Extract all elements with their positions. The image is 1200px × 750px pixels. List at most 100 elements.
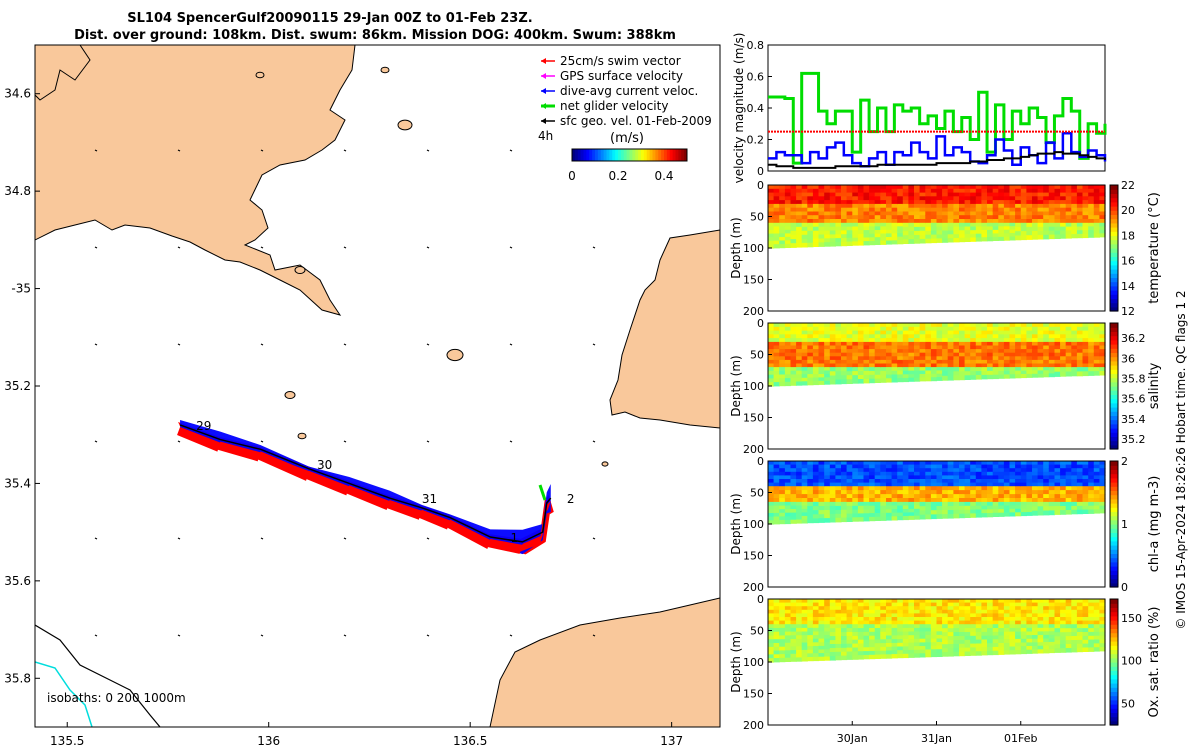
section-cell: [959, 230, 966, 235]
section-cell: [790, 650, 797, 655]
colorbar-segment: [1110, 306, 1118, 312]
section-cell: [908, 479, 915, 484]
section-cell: [970, 651, 977, 656]
section-cell: [835, 464, 842, 469]
section-cell: [1099, 482, 1106, 487]
section-cell: [796, 200, 803, 205]
section-cell: [1032, 231, 1039, 236]
section-cell: [869, 468, 876, 473]
section-cell: [773, 370, 780, 376]
section-cell: [930, 211, 938, 216]
section-cell: [801, 512, 808, 517]
section-cell: [812, 188, 820, 194]
section-cell: [1088, 509, 1095, 514]
section-cell: [975, 617, 982, 622]
section-cell: [1054, 203, 1061, 209]
section-cell: [925, 363, 932, 368]
colorbar-frame: [1109, 598, 1119, 726]
section-cell: [1043, 330, 1050, 335]
section-cell: [964, 628, 971, 633]
section-cell: [902, 326, 909, 332]
section-cell: [824, 185, 831, 190]
section-cell: [953, 464, 960, 469]
section-cell: [768, 479, 775, 484]
section-cell: [801, 653, 808, 658]
section-cell: [846, 359, 853, 365]
section-cell: [779, 334, 786, 339]
section-cell: [846, 196, 853, 201]
section-cell: [835, 363, 842, 368]
section-cell: [1099, 609, 1106, 614]
section-cell: [930, 624, 938, 629]
section-cell: [1015, 203, 1022, 209]
section-cell: [925, 464, 932, 469]
section-cell: [1037, 501, 1044, 507]
section-cell: [953, 490, 960, 495]
section-cell: [824, 617, 831, 622]
section-cell: [1015, 359, 1022, 365]
section-cell: [1003, 609, 1011, 614]
section-cell: [975, 501, 982, 507]
section-cell: [812, 518, 820, 524]
section-cell: [807, 609, 814, 614]
section-cell: [930, 359, 938, 365]
section-cell: [914, 501, 921, 506]
section-cell: [784, 207, 792, 213]
section-cell: [1015, 490, 1022, 495]
section-cell: [1037, 475, 1044, 480]
section-cell: [824, 638, 831, 643]
section-cell: [807, 326, 814, 332]
section-cell: [987, 617, 994, 622]
section-cell: [987, 635, 994, 640]
section-cell: [1020, 326, 1027, 332]
section-cell: [897, 240, 904, 245]
section-cell: [998, 370, 1005, 376]
section-cell: [936, 234, 943, 239]
section-cell: [1082, 215, 1089, 220]
section-cell: [1060, 471, 1067, 476]
section-cell: [925, 359, 932, 365]
section-cell: [801, 486, 808, 491]
section-cell: [779, 229, 786, 234]
section-cell: [947, 334, 954, 339]
section-cell: [773, 226, 780, 231]
section-cell: [1048, 606, 1055, 611]
section-cell: [936, 352, 943, 357]
section-cell: [998, 229, 1005, 234]
section-cell: [818, 613, 825, 618]
section-cell: [857, 185, 865, 190]
section-cell: [970, 494, 977, 499]
section-cell: [914, 617, 921, 622]
section-cell: [857, 233, 865, 239]
section-cell: [784, 330, 792, 335]
section-cell: [998, 341, 1005, 347]
sfc-geo-vector: [509, 440, 513, 443]
section-cell: [914, 359, 921, 365]
section-cell: [818, 334, 825, 339]
legend-label: 25cm/s swim vector: [560, 54, 681, 68]
section-cell: [824, 230, 831, 236]
section-cell: [970, 323, 977, 328]
section-cell: [1043, 498, 1050, 503]
section-cell: [818, 230, 825, 236]
section-cell: [942, 371, 949, 377]
section-cell: [824, 338, 831, 343]
section-cell: [835, 326, 842, 332]
sfc-geo-vector: [343, 149, 347, 152]
section-cell: [863, 654, 870, 660]
section-cell: [1037, 494, 1044, 499]
section-cell: [829, 345, 836, 350]
sfc-geo-vector: [426, 440, 430, 443]
section-cell: [964, 334, 971, 339]
section-cell: [987, 494, 994, 499]
section-cell: [1093, 188, 1100, 194]
section-cell: [818, 649, 825, 654]
section-cell: [970, 330, 977, 335]
section-cell: [796, 345, 803, 350]
section-cell: [773, 498, 780, 503]
section-cell: [947, 234, 954, 239]
section-cell: [897, 486, 904, 491]
section-cell: [1015, 501, 1022, 506]
section-cell: [925, 606, 932, 611]
section-cell: [925, 475, 932, 480]
